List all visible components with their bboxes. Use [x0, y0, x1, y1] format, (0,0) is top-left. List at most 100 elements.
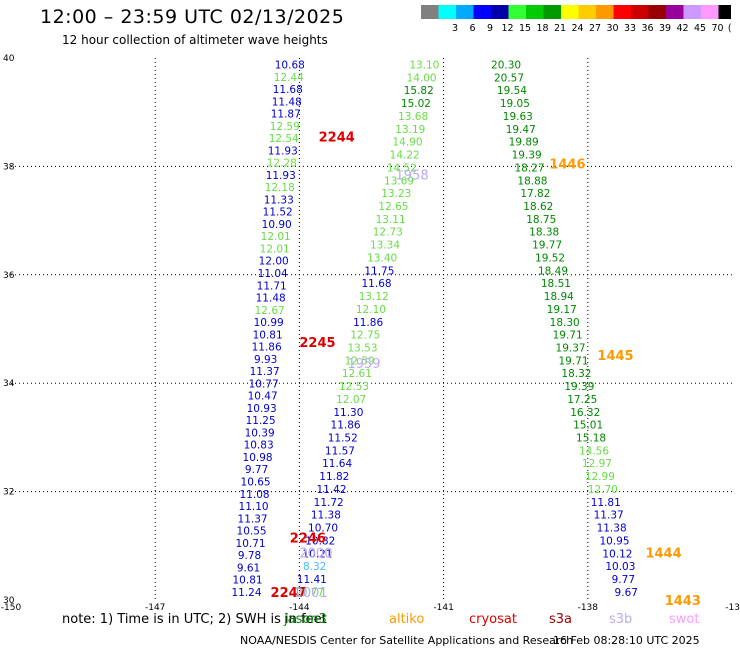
scale-label: 70	[711, 23, 723, 34]
wave-height-value: 10.90	[262, 219, 292, 231]
wave-height-value: 10.81	[233, 575, 263, 587]
scale-swatch	[613, 5, 631, 19]
wave-height-value: 20.30	[491, 60, 521, 72]
wave-height-value: 15.01	[573, 420, 603, 432]
scale-swatch	[473, 5, 491, 19]
wave-height-value: 13.11	[376, 214, 406, 226]
wave-height-value: 10.77	[294, 587, 324, 599]
wave-height-value: 12.54	[269, 133, 299, 145]
wave-height-value: 13.12	[359, 291, 389, 303]
wave-height-value: 11.52	[263, 207, 293, 219]
wave-height-value: 10.47	[248, 391, 278, 403]
wave-height-value: 19.47	[506, 124, 536, 136]
wave-height-value: 18.51	[541, 278, 571, 290]
wave-height-value: 13.40	[367, 252, 397, 264]
scale-swatch	[648, 5, 666, 19]
wave-height-value: 14.90	[392, 137, 422, 149]
wave-height-value: 11.37	[238, 513, 268, 525]
wave-height-value: 13.69	[384, 175, 414, 187]
wave-height-value: 17.82	[520, 188, 550, 200]
wave-height-value: 11.86	[353, 317, 383, 329]
wave-height-value: 11.42	[316, 484, 346, 496]
wave-height-value: 11.75	[364, 265, 394, 277]
wave-height-value: 8.32	[303, 561, 326, 573]
wave-height-value: 10.98	[243, 452, 273, 464]
scale-swatch	[508, 5, 526, 19]
pass-time-label: 1445	[597, 349, 633, 364]
x-tick-label: -13	[725, 603, 740, 612]
wave-height-value: 11.82	[319, 471, 349, 483]
wave-height-value: 10.65	[241, 476, 271, 488]
wave-height-value: 19.71	[553, 330, 583, 342]
wave-height-value: 11.48	[256, 293, 286, 305]
generation-timestamp: 16 Feb 08:28:10 UTC 2025	[553, 634, 700, 647]
wave-height-value: 11.71	[257, 280, 287, 292]
wave-height-value: 15.02	[401, 98, 431, 110]
scale-label: 18	[536, 23, 548, 34]
wave-height-value: 11.41	[297, 574, 327, 586]
wave-height-value: 12.28	[267, 158, 297, 170]
scale-swatch	[421, 5, 439, 19]
pass-time-label: 2244	[319, 131, 355, 146]
wave-height-value: 12.59	[345, 355, 375, 367]
wave-height-value: 11.38	[597, 523, 627, 535]
wave-height-value: 10.99	[254, 317, 284, 329]
scale-label: 39	[659, 23, 671, 34]
wave-height-value: 19.63	[503, 111, 533, 123]
wave-height-value: 12.07	[336, 394, 366, 406]
mission-cryosat: cryosat	[469, 612, 517, 627]
wave-height-value: 18.38	[529, 227, 559, 239]
y-tick-label: 36	[3, 271, 15, 281]
x-tick-label: -144	[289, 603, 310, 612]
wave-height-value: 9.61	[237, 562, 260, 574]
wave-height-value: 19.89	[509, 137, 539, 149]
wave-height-value: 11.93	[268, 145, 298, 157]
wave-height-value: 18.75	[526, 214, 556, 226]
wave-height-value: 11.37	[594, 510, 624, 522]
scale-label: (ft)	[728, 23, 731, 34]
wave-height-value: 12.59	[270, 121, 300, 133]
pass-time-label: 2001	[295, 586, 328, 601]
wave-height-value: 16.32	[570, 407, 600, 419]
mission-swot: swot	[669, 612, 700, 627]
wave-height-value: 11.24	[231, 587, 261, 599]
wave-height-value: 11.48	[272, 96, 302, 108]
scale-swatch	[631, 5, 649, 19]
scale-swatch	[578, 5, 596, 19]
wave-height-value: 12.10	[356, 304, 386, 316]
wave-height-value: 11.93	[266, 170, 296, 182]
scale-swatch	[561, 5, 579, 19]
wave-height-value: 12.61	[342, 368, 372, 380]
wave-height-value: 14.00	[407, 72, 437, 84]
wave-height-value: 19.52	[535, 252, 565, 264]
wave-height-value: 12.18	[265, 182, 295, 194]
wave-height-value: 12.00	[259, 256, 289, 268]
pass-time-label: 2000	[299, 546, 332, 561]
wave-height-value: 14.22	[390, 150, 420, 162]
wave-height-value: 11.57	[325, 445, 355, 457]
wave-height-value: 13.10	[409, 60, 439, 72]
wave-height-value: 9.78	[238, 550, 261, 562]
y-tick-label: 34	[3, 379, 15, 389]
pass-time-label: 2247	[271, 586, 307, 601]
scale-swatch	[456, 5, 474, 19]
wave-height-value: 19.05	[500, 98, 530, 110]
wave-height-value: 15.18	[576, 433, 606, 445]
wave-height-value: 10.81	[253, 329, 283, 341]
x-tick-label: -150	[1, 603, 22, 612]
wave-height-value: 12.65	[378, 201, 408, 213]
mission-altiko: altiko	[389, 612, 425, 627]
wave-height-value: 13.34	[370, 240, 400, 252]
wave-height-value: 10.95	[599, 535, 629, 547]
wave-height-value: 12.70	[588, 484, 618, 496]
pass-time-label: 1958	[396, 169, 429, 184]
wave-height-value: 18.94	[544, 291, 574, 303]
wave-height-value: 11.10	[239, 501, 269, 513]
y-tick-label: 32	[3, 488, 14, 498]
scale-swatch	[596, 5, 614, 19]
wave-height-value: 19.39	[512, 150, 542, 162]
wave-height-value: 10.03	[605, 561, 635, 573]
scale-label: 21	[554, 23, 566, 34]
scale-swatch	[683, 5, 701, 19]
